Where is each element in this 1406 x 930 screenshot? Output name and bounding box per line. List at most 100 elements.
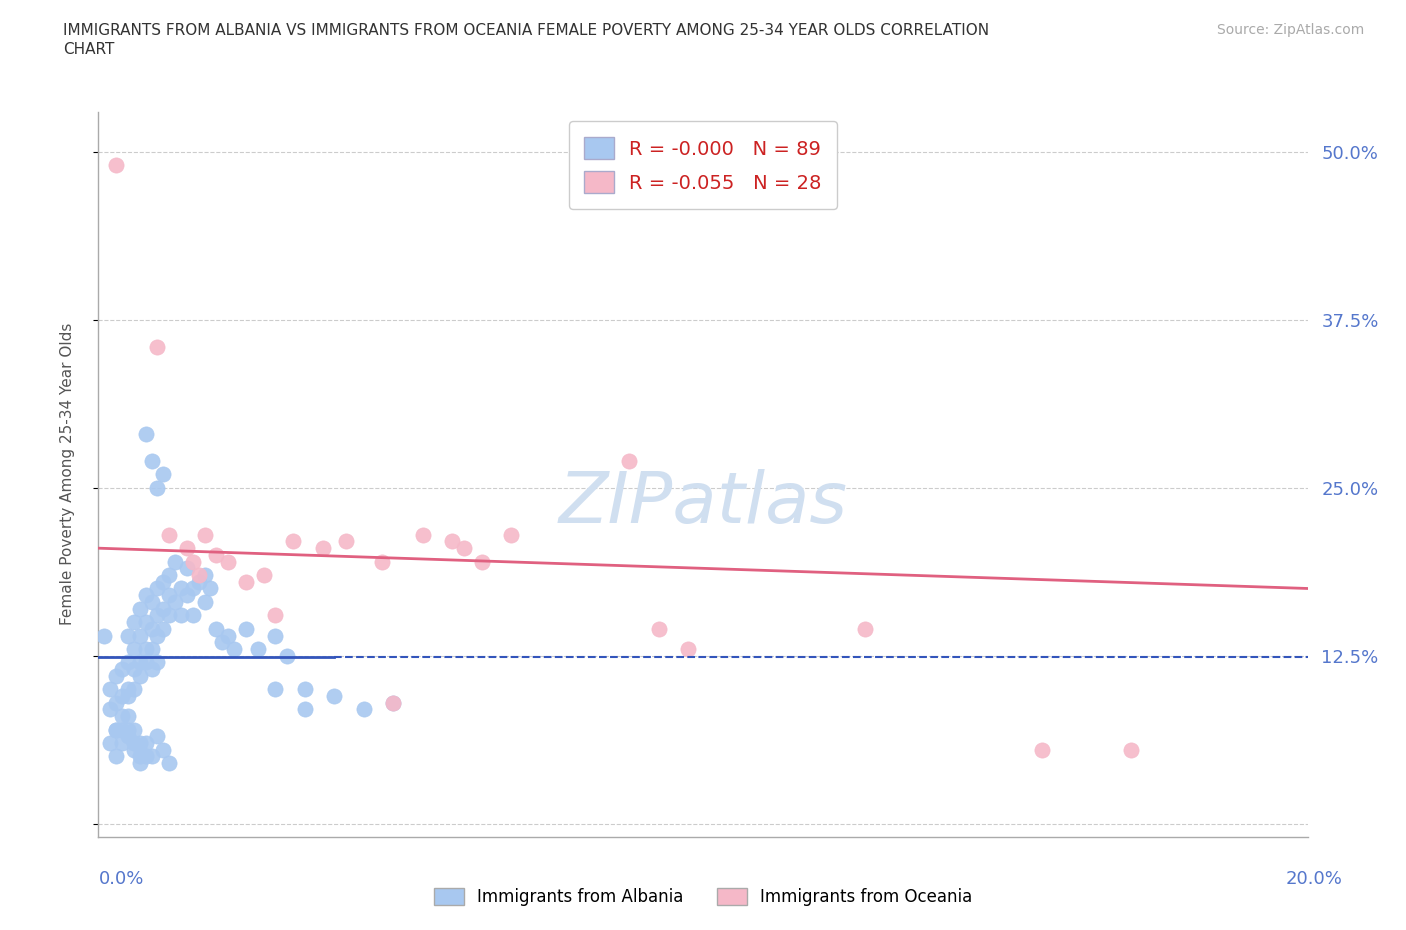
- Point: [453, 540, 475, 555]
- Point: [152, 621, 174, 636]
- Point: [311, 540, 333, 555]
- Point: [135, 642, 157, 657]
- Point: [98, 682, 121, 697]
- Point: [157, 756, 180, 771]
- Text: CHART: CHART: [63, 42, 115, 57]
- Text: 20.0%: 20.0%: [1286, 870, 1343, 888]
- Point: [648, 621, 671, 636]
- Point: [146, 655, 169, 670]
- Point: [141, 594, 163, 609]
- Point: [146, 480, 169, 495]
- Point: [105, 696, 128, 711]
- Point: [105, 722, 128, 737]
- Text: 0.0%: 0.0%: [98, 870, 143, 888]
- Point: [217, 628, 239, 643]
- Point: [128, 601, 150, 616]
- Point: [141, 454, 163, 469]
- Point: [117, 688, 139, 703]
- Point: [146, 339, 169, 354]
- Point: [111, 722, 134, 737]
- Point: [105, 158, 128, 173]
- Point: [252, 567, 274, 582]
- Point: [122, 642, 145, 657]
- Point: [135, 749, 157, 764]
- Point: [853, 621, 876, 636]
- Point: [135, 655, 157, 670]
- Point: [128, 736, 150, 751]
- Point: [187, 575, 209, 590]
- Point: [128, 628, 150, 643]
- Point: [93, 628, 115, 643]
- Point: [152, 601, 174, 616]
- Point: [135, 615, 157, 630]
- Point: [117, 722, 139, 737]
- Point: [141, 661, 163, 676]
- Point: [157, 567, 180, 582]
- Point: [105, 669, 128, 684]
- Y-axis label: Female Poverty Among 25-34 Year Olds: Female Poverty Among 25-34 Year Olds: [60, 323, 75, 626]
- Point: [117, 729, 139, 744]
- Point: [122, 736, 145, 751]
- Point: [111, 661, 134, 676]
- Point: [187, 567, 209, 582]
- Point: [176, 561, 198, 576]
- Point: [471, 554, 494, 569]
- Point: [294, 682, 316, 697]
- Point: [246, 642, 269, 657]
- Point: [294, 702, 316, 717]
- Point: [176, 540, 198, 555]
- Point: [135, 736, 157, 751]
- Point: [157, 527, 180, 542]
- Point: [135, 588, 157, 603]
- Point: [264, 682, 287, 697]
- Point: [122, 682, 145, 697]
- Point: [117, 655, 139, 670]
- Point: [200, 581, 222, 596]
- Point: [678, 642, 700, 657]
- Point: [122, 615, 145, 630]
- Point: [222, 642, 245, 657]
- Point: [157, 588, 180, 603]
- Point: [501, 527, 523, 542]
- Point: [1031, 742, 1053, 757]
- Point: [141, 621, 163, 636]
- Point: [157, 608, 180, 623]
- Point: [194, 527, 217, 542]
- Point: [619, 454, 641, 469]
- Point: [128, 655, 150, 670]
- Point: [152, 575, 174, 590]
- Point: [117, 682, 139, 697]
- Point: [135, 427, 157, 442]
- Point: [323, 688, 346, 703]
- Point: [98, 702, 121, 717]
- Point: [353, 702, 375, 717]
- Point: [105, 722, 128, 737]
- Point: [382, 696, 405, 711]
- Point: [111, 736, 134, 751]
- Point: [152, 742, 174, 757]
- Point: [122, 661, 145, 676]
- Point: [176, 588, 198, 603]
- Point: [281, 534, 304, 549]
- Point: [141, 749, 163, 764]
- Point: [205, 548, 228, 563]
- Point: [1119, 742, 1142, 757]
- Text: ZIPatlas: ZIPatlas: [558, 469, 848, 538]
- Legend: R = -0.000   N = 89, R = -0.055   N = 28: R = -0.000 N = 89, R = -0.055 N = 28: [569, 121, 837, 209]
- Text: IMMIGRANTS FROM ALBANIA VS IMMIGRANTS FROM OCEANIA FEMALE POVERTY AMONG 25-34 YE: IMMIGRANTS FROM ALBANIA VS IMMIGRANTS FR…: [63, 23, 990, 38]
- Text: Source: ZipAtlas.com: Source: ZipAtlas.com: [1216, 23, 1364, 37]
- Point: [181, 554, 204, 569]
- Legend: Immigrants from Albania, Immigrants from Oceania: Immigrants from Albania, Immigrants from…: [427, 881, 979, 912]
- Point: [441, 534, 464, 549]
- Point: [181, 581, 204, 596]
- Point: [117, 628, 139, 643]
- Point: [141, 642, 163, 657]
- Point: [194, 594, 217, 609]
- Point: [235, 621, 257, 636]
- Point: [152, 467, 174, 482]
- Point: [205, 621, 228, 636]
- Point: [217, 554, 239, 569]
- Point: [264, 628, 287, 643]
- Point: [170, 608, 193, 623]
- Point: [146, 608, 169, 623]
